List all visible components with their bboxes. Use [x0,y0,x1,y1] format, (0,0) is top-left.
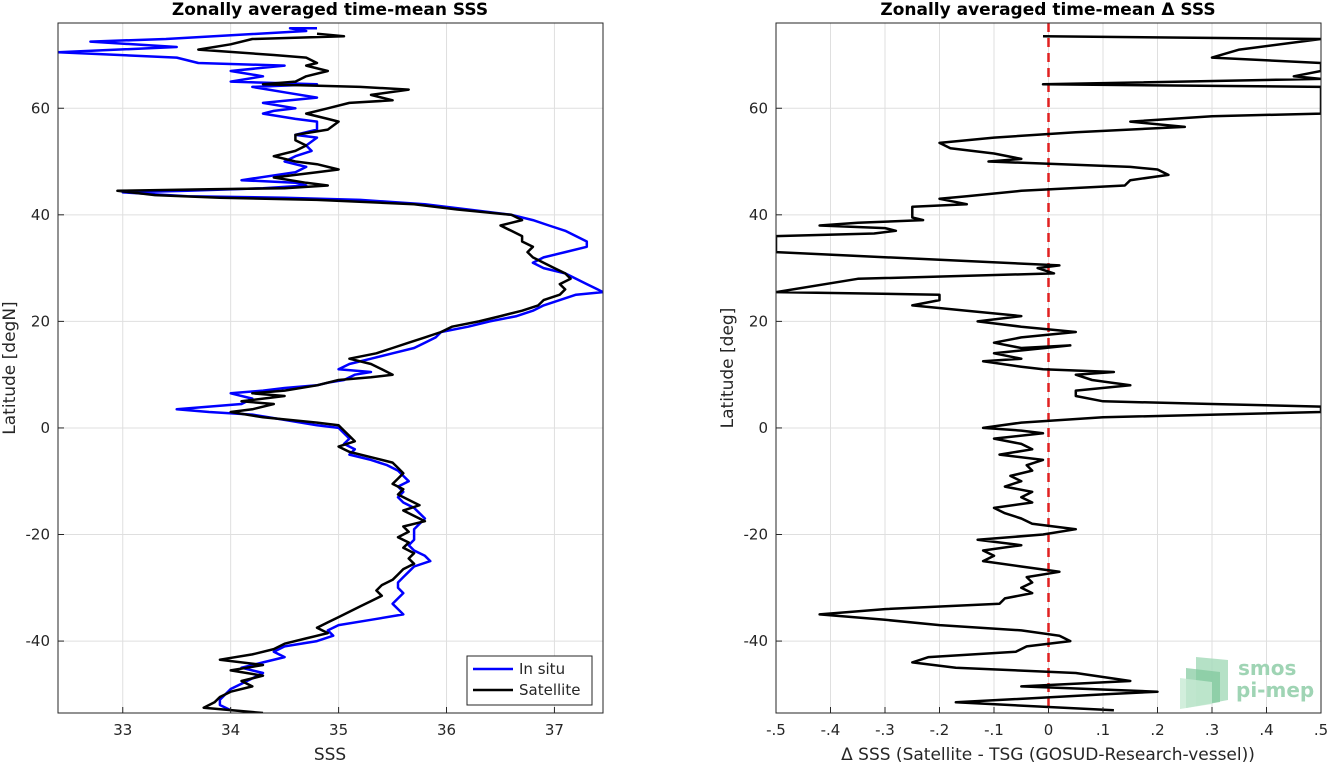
left-y-tick-label: 0 [40,419,50,437]
left-x-tick-label: 35 [329,721,348,739]
left-plot-area [58,23,603,713]
right-y-tick-label: 0 [758,419,768,437]
left-x-tick-label: 36 [437,721,456,739]
left-axes-box [57,22,604,714]
legend-box [466,655,593,706]
right-ticks: -.5 -.4 -.3 -.2 -.1 0 .1 .2 .3 .4 .5 -40 -20 0 20 40 60 [744,99,1329,739]
left-y-tick-label: -40 [26,632,51,650]
right-x-tick-label: -.3 [875,721,895,739]
left-y-tick-label: -20 [26,526,51,544]
left-panel: 33 34 35 36 37 -40 -20 0 20 40 60 Zonally averaged… [0,0,604,764]
right-y-tick-label: 60 [749,99,768,117]
smos-pi-mep-logo: smos pi-mep [1180,656,1314,709]
right-series-group [776,35,1321,712]
right-x-tick-label: .3 [1205,721,1219,739]
left-x-axis-label: SSS [314,745,346,764]
right-x-tick-label: .1 [1096,721,1110,739]
right-y-tick-label: -40 [744,632,769,650]
right-x-tick-label: .2 [1150,721,1164,739]
left-x-tick-label: 34 [221,721,240,739]
right-x-tick-label: -.1 [984,721,1004,739]
left-series-group [58,27,603,713]
right-y-axis-label: Latitude [deg] [718,308,738,429]
logo-text-smos: smos [1238,656,1296,680]
left-y-tick-label: 60 [31,99,50,117]
right-panel: -.5 -.4 -.3 -.2 -.1 0.1.2.3.4.5-40-200204060 … [718,0,1328,764]
left-chart-title: Zonally averaged time-mean SSS [172,0,488,20]
right-y-tick-label: -20 [744,526,769,544]
right-x-axis-label: Δ SSS (Satellite - TSG (GOSUD-Research-v… [841,745,1255,764]
legend-label-in-situ: In situ [519,660,565,678]
legend: In situ Satellite [466,655,593,706]
left-x-tick-label: 37 [545,721,564,739]
right-x-tick-label: .4 [1259,721,1273,739]
logo-layer-3 [1180,678,1212,709]
right-chart-title: Zonally averaged time-mean Δ SSS [880,0,1215,20]
right-series-line-delta-sss [776,35,1321,712]
left-series-line-satellite [116,32,572,713]
right-y-tick-label: 20 [749,312,768,330]
right-x-tick-label: -.2 [930,721,950,739]
right-y-tick-label: 40 [749,206,768,224]
left-y-tick-label: 20 [31,312,50,330]
left-y-axis-label: Latitude [degN] [0,301,20,434]
right-x-tick-label: 0 [1044,721,1054,739]
right-x-tick-label: -.5 [766,721,786,739]
left-ticks: 33 34 35 36 37 -40 -20 0 20 40 60 [26,99,564,739]
left-x-tick-label: 33 [113,721,132,739]
logo-text-pi-mep: pi-mep [1236,678,1314,702]
left-y-tick-label: 40 [31,206,50,224]
right-x-tick-label: .5 [1314,721,1328,739]
legend-label-satellite: Satellite [519,681,580,699]
right-x-tick-label: -.4 [821,721,841,739]
